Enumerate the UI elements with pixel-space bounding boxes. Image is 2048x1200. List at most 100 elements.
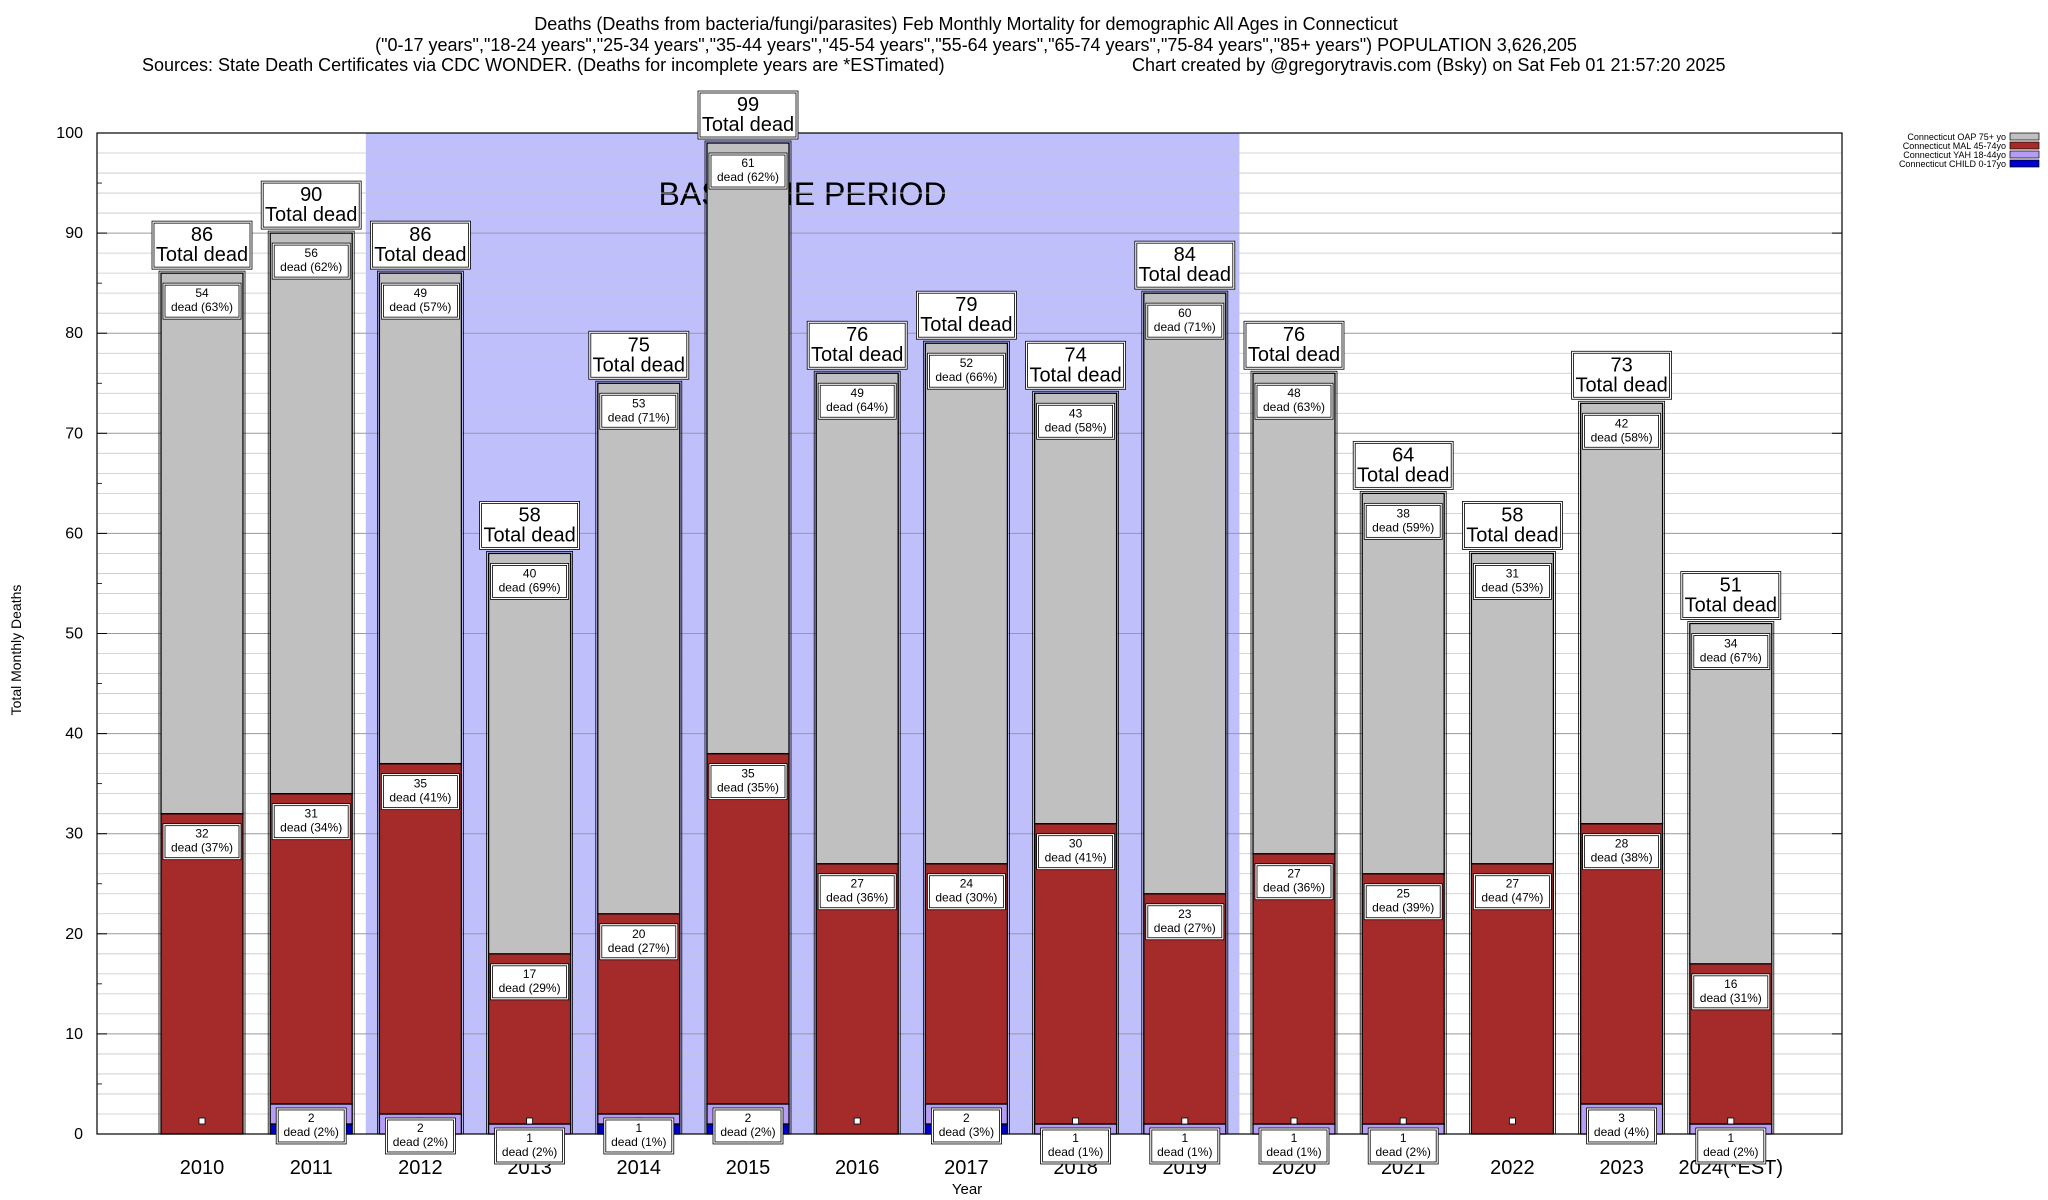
data-label-line: 86 xyxy=(191,224,213,246)
data-label-line: 61 xyxy=(741,156,755,170)
bar-segment xyxy=(924,342,1009,865)
y-tick-label: 30 xyxy=(65,826,83,843)
data-label-line: 35 xyxy=(414,777,428,791)
bar-segment xyxy=(1033,823,1118,1125)
data-label-line: dead (2%) xyxy=(393,1135,448,1149)
data-label-line: 76 xyxy=(1283,324,1305,346)
bar-outline xyxy=(158,270,246,1135)
data-label-line: dead (27%) xyxy=(1154,921,1216,935)
data-label-line: dead (1%) xyxy=(1157,1145,1212,1159)
legend-label: Connecticut MAL 45-74yo xyxy=(1903,141,2006,151)
data-label-line: dead (31%) xyxy=(1700,991,1762,1005)
bar-base-marker xyxy=(853,1117,861,1125)
data-label-line: dead (37%) xyxy=(171,841,233,855)
label-box xyxy=(1038,404,1113,438)
y-tick-label: 100 xyxy=(56,125,83,142)
label-box xyxy=(382,284,458,318)
data-label-line: dead (29%) xyxy=(499,981,561,995)
label-box xyxy=(1475,875,1550,909)
data-label-line: 35 xyxy=(741,767,755,781)
x-tick-label: 2015 xyxy=(726,1157,771,1179)
label-box xyxy=(1693,635,1769,668)
data-label-line: dead (30%) xyxy=(935,891,997,905)
data-label-line: dead (36%) xyxy=(826,891,888,905)
data-label-line: dead (66%) xyxy=(935,370,997,384)
label-box xyxy=(929,354,1004,388)
data-label-line: dead (62%) xyxy=(280,260,342,274)
legend-swatch xyxy=(2009,159,2040,168)
data-label-line: 43 xyxy=(1069,406,1083,420)
chart-title: Deaths (Deaths from bacteria/fungi/paras… xyxy=(534,14,1397,34)
data-label-line: dead (1%) xyxy=(611,1135,666,1149)
label-box xyxy=(710,154,786,188)
data-label-line: 1 xyxy=(1181,1131,1188,1145)
y-tick-label: 60 xyxy=(65,525,83,542)
data-label-line: 99 xyxy=(737,94,759,116)
data-label-line: 2 xyxy=(308,1111,315,1125)
y-tick-label: 70 xyxy=(65,425,83,442)
bar-outline xyxy=(1469,551,1556,1135)
bar-segment xyxy=(487,552,572,955)
data-label-line: dead (57%) xyxy=(389,300,451,314)
y-tick-label: 80 xyxy=(65,325,83,342)
label-box xyxy=(1369,1129,1437,1163)
x-tick-label: 2014 xyxy=(617,1157,662,1179)
bar-base-marker xyxy=(1509,1117,1516,1125)
data-label-line: 17 xyxy=(523,967,537,981)
data-label-line: 49 xyxy=(414,286,428,300)
bar-base-marker xyxy=(1181,1117,1189,1125)
bar-segment xyxy=(1143,292,1227,895)
label-box xyxy=(1042,1129,1109,1163)
y-axis-label: Total Monthly Deaths xyxy=(8,585,24,716)
label-box xyxy=(277,1109,345,1143)
data-label-line: 74 xyxy=(1064,344,1086,366)
data-label-line: 27 xyxy=(1506,877,1520,891)
label-box xyxy=(1584,835,1659,869)
data-label-line: dead (58%) xyxy=(1045,420,1107,434)
bar-segment xyxy=(1033,392,1118,825)
data-label-line: 1 xyxy=(1072,1131,1079,1145)
data-label-line: 76 xyxy=(846,324,868,346)
label-box xyxy=(1588,1109,1655,1143)
label-box xyxy=(1147,304,1223,338)
data-label-line: 52 xyxy=(960,356,974,370)
bar-segment xyxy=(1252,372,1336,855)
data-label-line: dead (2%) xyxy=(1376,1145,1431,1159)
bar-segment xyxy=(706,142,790,755)
data-label-line: dead (2%) xyxy=(720,1125,775,1139)
data-label-line: 86 xyxy=(409,224,431,246)
label-box xyxy=(1256,384,1332,418)
data-label-line: dead (39%) xyxy=(1372,901,1434,915)
data-label-line: Total dead xyxy=(374,244,466,266)
chart-source: Sources: State Death Certificates via CD… xyxy=(142,55,945,75)
legend-swatch xyxy=(2009,150,2040,159)
data-label-line: Total dead xyxy=(265,204,357,226)
data-label-line: dead (2%) xyxy=(1703,1145,1758,1159)
y-tick-label: 90 xyxy=(65,225,83,242)
data-label-line: dead (71%) xyxy=(1154,320,1216,334)
data-label-line: 56 xyxy=(305,246,319,260)
data-label-line: 53 xyxy=(632,396,646,410)
